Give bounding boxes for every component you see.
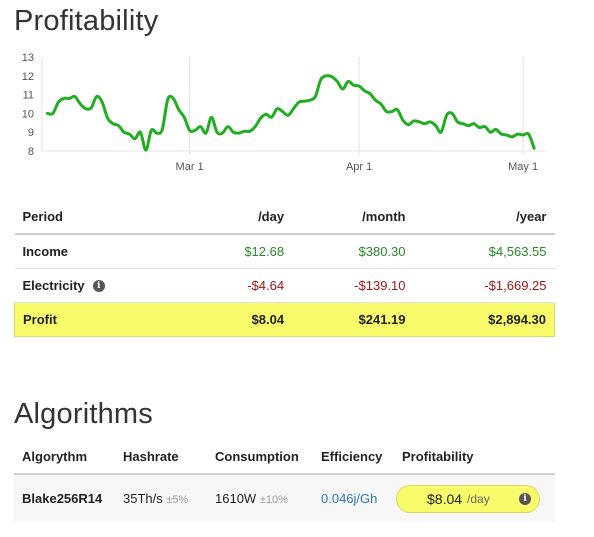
efficiency-value: 0.046j/Gh xyxy=(313,474,394,522)
chart-series-line xyxy=(46,74,536,152)
chart-y-tick-label: 10 xyxy=(22,108,34,120)
hashrate-tolerance: ±5% xyxy=(166,494,189,506)
profit-table-header-row: Period /day /month /year xyxy=(14,200,555,235)
profit-day: $8.04 xyxy=(191,302,293,337)
hashrate-cell: 35Th/s ±5% xyxy=(115,474,207,522)
chart-y-tick-label: 13 xyxy=(22,52,34,64)
profit-label: Profit xyxy=(13,302,192,337)
electricity-day: -$4.64 xyxy=(191,268,293,303)
income-day: $12.68 xyxy=(191,234,293,269)
electricity-label: Electricity xyxy=(22,277,85,293)
header-day: /day xyxy=(191,200,293,235)
profitability-badge: $8.04 /day i xyxy=(396,484,540,513)
info-icon[interactable]: i xyxy=(519,492,531,505)
header-period: Period xyxy=(14,200,192,235)
chart-y-tick-label: 11 xyxy=(23,90,34,102)
consumption-value: 1610W xyxy=(215,491,257,506)
profitability-chart: Mar 1 Apr 1 May 1 8 9 10 11 12 13 xyxy=(0,48,560,178)
header-algorythm: Algorythm xyxy=(14,440,115,475)
chart-y-tick-label: 12 xyxy=(22,71,34,83)
electricity-label-cell: Electricity i xyxy=(14,268,192,303)
profitability-unit: /day xyxy=(467,491,490,506)
profitability-chart-svg: Mar 1 Apr 1 May 1 8 9 10 11 12 13 xyxy=(22,52,545,173)
electricity-row: Electricity i -$4.64 -$139.10 -$1,669.25 xyxy=(14,268,555,303)
profitability-value: $8.04 xyxy=(427,490,463,507)
algorithms-table: Algorythm Hashrate Consumption Efficienc… xyxy=(14,440,555,522)
header-hashrate: Hashrate xyxy=(115,440,207,475)
algorithms-header-row: Algorythm Hashrate Consumption Efficienc… xyxy=(14,440,555,475)
algorithm-row: Blake256R14 35Th/s ±5% 1610W ±10% 0.046j… xyxy=(14,474,555,522)
consumption-tolerance: ±10% xyxy=(259,494,288,506)
income-year: $4,563.55 xyxy=(413,234,555,269)
profit-table: Period /day /month /year Income $12.68 $… xyxy=(13,200,555,337)
electricity-year: -$1,669.25 xyxy=(413,268,555,303)
chart-x-tick-label: May 1 xyxy=(508,161,538,173)
income-label: Income xyxy=(14,234,192,269)
profitability-cell: $8.04 /day i xyxy=(394,474,555,522)
info-icon[interactable]: i xyxy=(92,280,105,293)
chart-y-tick-label: 9 xyxy=(28,127,34,139)
profit-month: $241.19 xyxy=(292,302,414,337)
profit-row: Profit $8.04 $241.19 $2,894.30 xyxy=(13,302,555,337)
algorithms-title: Algorithms xyxy=(14,398,153,430)
electricity-month: -$139.10 xyxy=(292,268,414,303)
chart-x-tick-label: Apr 1 xyxy=(346,161,372,173)
algorithm-name: Blake256R14 xyxy=(14,474,115,522)
chart-y-tick-label: 8 xyxy=(28,146,34,158)
consumption-cell: 1610W ±10% xyxy=(207,474,313,522)
header-consumption: Consumption xyxy=(207,440,313,475)
income-row: Income $12.68 $380.30 $4,563.55 xyxy=(14,234,555,269)
header-profitability: Profitability xyxy=(394,440,555,475)
income-month: $380.30 xyxy=(292,234,414,269)
profit-year: $2,894.30 xyxy=(413,302,555,337)
hashrate-value: 35Th/s xyxy=(123,491,163,506)
profitability-title: Profitability xyxy=(14,5,159,37)
header-month: /month xyxy=(292,200,414,235)
chart-x-tick-label: Mar 1 xyxy=(176,161,204,173)
header-efficiency: Efficiency xyxy=(313,440,394,475)
header-year: /year xyxy=(413,200,555,235)
